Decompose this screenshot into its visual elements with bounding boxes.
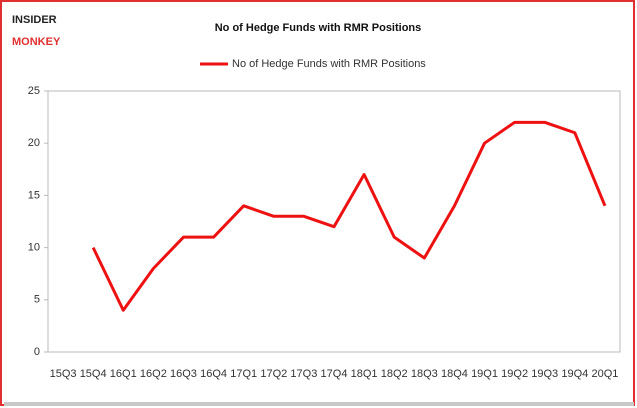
chart-title: No of Hedge Funds with RMR Positions: [215, 22, 422, 34]
x-tick-label: 19Q1: [471, 368, 498, 380]
x-tick-label: 17Q2: [260, 368, 287, 380]
x-tick-label: 17Q4: [321, 368, 348, 380]
x-tick-label: 15Q3: [50, 368, 77, 380]
x-tick-label: 16Q3: [170, 368, 197, 380]
y-tick-label: 15: [28, 189, 40, 201]
y-tick-label: 25: [28, 85, 40, 97]
shadow: [4, 402, 634, 406]
logo-bottom: MONKEY: [12, 36, 61, 48]
x-tick-label: 20Q1: [591, 368, 618, 380]
x-tick-label: 15Q4: [80, 368, 107, 380]
plot-area: [47, 90, 621, 353]
x-tick-label: 18Q4: [441, 368, 468, 380]
x-tick-label: 18Q3: [411, 368, 438, 380]
x-tick-label: 19Q4: [561, 368, 588, 380]
x-tick-label: 18Q1: [351, 368, 378, 380]
y-tick-label: 5: [34, 294, 40, 306]
x-tick-label: 16Q2: [140, 368, 167, 380]
logo-top: INSIDER: [12, 14, 57, 26]
x-tick-label: 16Q4: [200, 368, 227, 380]
x-tick-label: 17Q3: [290, 368, 317, 380]
line-series: [91, 120, 607, 312]
x-tick-label: 17Q1: [230, 368, 257, 380]
x-tick-label: 16Q1: [110, 368, 137, 380]
y-tick-label: 0: [34, 346, 40, 358]
y-tick-label: 20: [28, 137, 40, 149]
x-tick-label: 19Q3: [531, 368, 558, 380]
x-tick-label: 19Q2: [501, 368, 528, 380]
x-tick-label: 18Q2: [381, 368, 408, 380]
legend-label: No of Hedge Funds with RMR Positions: [232, 58, 426, 70]
y-tick-label: 10: [28, 242, 40, 254]
